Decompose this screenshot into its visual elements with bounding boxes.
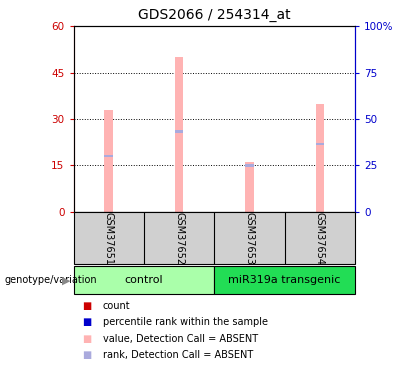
Text: GSM37654: GSM37654 xyxy=(315,211,325,265)
Text: ■: ■ xyxy=(82,317,91,327)
Title: GDS2066 / 254314_at: GDS2066 / 254314_at xyxy=(138,9,291,22)
Bar xyxy=(105,110,113,212)
Bar xyxy=(245,162,254,212)
Bar xyxy=(74,266,214,294)
Text: ■: ■ xyxy=(82,301,91,310)
Text: genotype/variation: genotype/variation xyxy=(4,275,97,285)
Bar xyxy=(175,130,183,133)
Text: GSM37651: GSM37651 xyxy=(104,211,114,265)
Text: GSM37652: GSM37652 xyxy=(174,211,184,265)
Text: GSM37653: GSM37653 xyxy=(244,211,255,265)
Bar xyxy=(214,266,355,294)
Text: count: count xyxy=(103,301,131,310)
Text: percentile rank within the sample: percentile rank within the sample xyxy=(103,317,268,327)
Text: rank, Detection Call = ABSENT: rank, Detection Call = ABSENT xyxy=(103,350,253,360)
Bar xyxy=(315,104,324,212)
Text: miR319a transgenic: miR319a transgenic xyxy=(228,275,341,285)
Bar xyxy=(315,142,324,145)
Text: value, Detection Call = ABSENT: value, Detection Call = ABSENT xyxy=(103,334,258,344)
Text: control: control xyxy=(125,275,163,285)
Text: ■: ■ xyxy=(82,350,91,360)
Text: ■: ■ xyxy=(82,334,91,344)
Bar xyxy=(105,155,113,158)
Bar xyxy=(245,164,254,167)
Text: ▶: ▶ xyxy=(62,275,71,285)
Bar xyxy=(175,57,183,212)
